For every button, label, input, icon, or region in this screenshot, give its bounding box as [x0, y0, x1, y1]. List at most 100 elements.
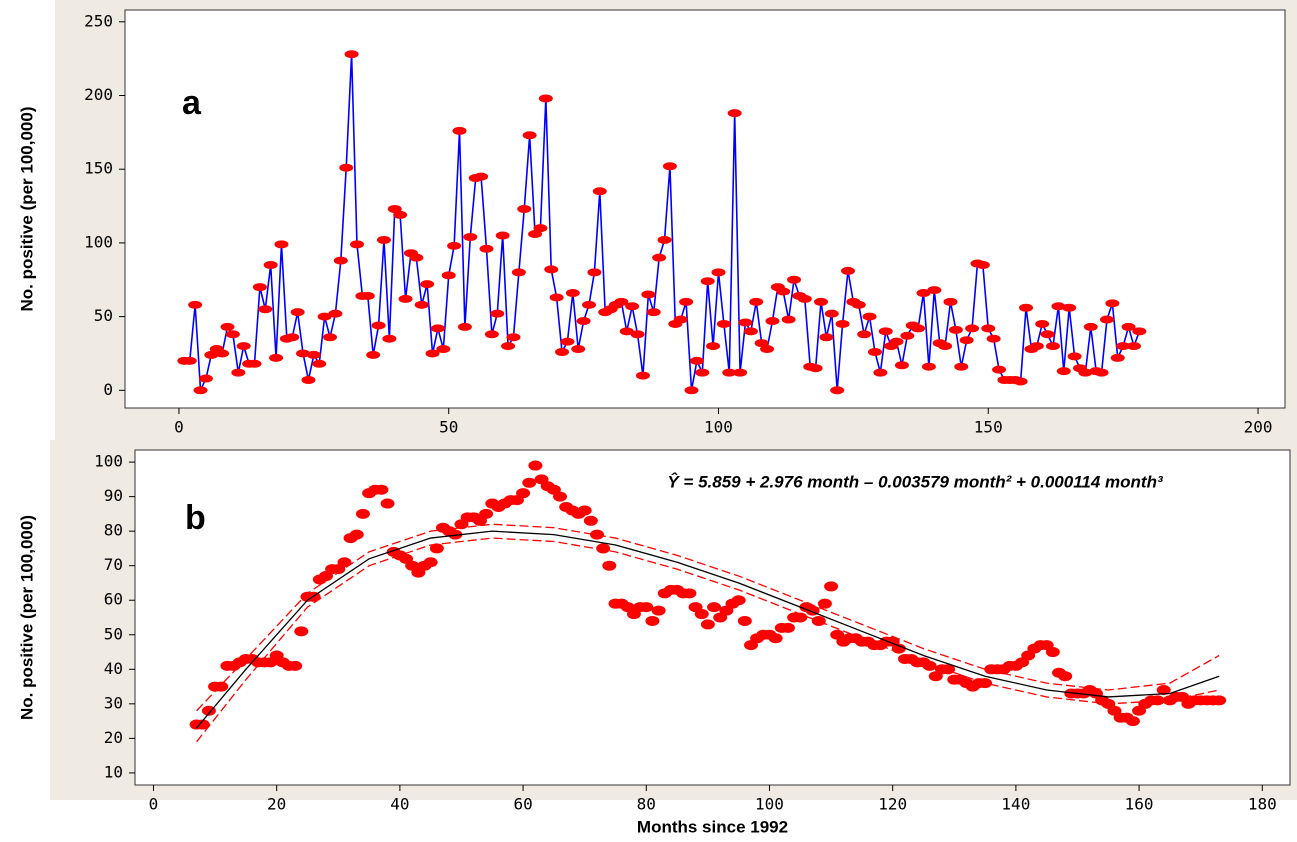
x-tick-label: 20 — [267, 795, 286, 814]
data-point — [1132, 327, 1147, 336]
data-point — [430, 324, 445, 333]
data-point — [711, 268, 726, 277]
data-point — [506, 333, 521, 342]
data-point — [1110, 353, 1125, 362]
data-point — [645, 615, 660, 626]
data-point — [1046, 342, 1060, 351]
data-point — [754, 339, 769, 348]
data-point — [328, 309, 343, 318]
data-point — [258, 305, 273, 314]
data-point — [1125, 716, 1140, 727]
data-point — [1040, 330, 1055, 339]
data-point — [652, 253, 667, 262]
confidence-band — [196, 523, 1220, 712]
data-point — [333, 256, 348, 265]
data-point — [350, 240, 364, 249]
data-point — [811, 615, 826, 626]
data-point — [448, 529, 463, 540]
y-tick-label: 50 — [94, 306, 113, 325]
y-tick-label: 90 — [104, 486, 123, 505]
data-point — [814, 297, 828, 306]
y-tick-label: 20 — [104, 728, 123, 747]
data-point — [927, 286, 942, 295]
data-point — [583, 515, 598, 526]
y-tick-label: 200 — [84, 85, 113, 104]
x-tick-label: 160 — [1125, 795, 1154, 814]
x-tick-label: 200 — [1244, 418, 1273, 437]
data-point — [948, 325, 963, 334]
data-point — [1094, 368, 1109, 377]
data-point — [549, 293, 564, 302]
data-point — [204, 350, 219, 359]
data-point — [733, 368, 748, 377]
data-point — [360, 291, 375, 300]
data-point — [436, 345, 451, 354]
data-point — [694, 609, 709, 620]
data-point — [824, 309, 839, 318]
data-point — [182, 356, 197, 365]
data-point — [700, 619, 715, 630]
x-tick-label: 0 — [149, 795, 159, 814]
data-point — [1121, 322, 1136, 331]
x-tick-label: 180 — [1248, 795, 1277, 814]
data-point — [765, 317, 780, 326]
data-point — [707, 602, 722, 613]
data-point — [651, 605, 666, 616]
data-point — [501, 342, 516, 351]
data-point — [819, 333, 834, 342]
data-point — [225, 330, 240, 339]
data-point — [247, 359, 262, 368]
data-point — [824, 581, 839, 592]
data-point — [274, 240, 289, 249]
data-point — [294, 626, 309, 637]
data-point — [689, 356, 704, 365]
data-point — [301, 375, 316, 384]
data-point — [380, 498, 395, 509]
data-point — [1078, 368, 1093, 377]
data-point — [894, 361, 909, 370]
data-point — [236, 342, 251, 351]
x-tick-label: 40 — [390, 795, 409, 814]
data-point — [285, 333, 300, 342]
data-point — [641, 290, 656, 299]
data-point — [423, 557, 438, 568]
y-tick-label: 70 — [104, 555, 123, 574]
x-tick-label: 140 — [1001, 795, 1030, 814]
data-point — [992, 365, 1007, 374]
data-point — [862, 312, 877, 321]
data-point — [679, 297, 694, 306]
data-point — [398, 294, 413, 303]
data-point — [553, 491, 568, 502]
data-point — [830, 386, 845, 395]
data-point — [921, 362, 936, 371]
data-point — [382, 334, 397, 343]
data-point — [700, 277, 715, 286]
data-point — [602, 560, 617, 571]
data-point — [975, 261, 990, 270]
data-point — [387, 205, 402, 213]
data-point — [878, 327, 893, 336]
data-point — [296, 349, 311, 358]
data-point — [900, 331, 915, 340]
data-point — [851, 300, 866, 309]
data-point — [981, 324, 996, 333]
data-point — [484, 330, 499, 339]
data-point — [808, 364, 823, 373]
data-point — [337, 557, 352, 568]
y-tick-label: 80 — [104, 521, 123, 540]
data-point — [560, 337, 575, 346]
plot-area — [124, 9, 1286, 409]
data-point — [682, 588, 697, 599]
data-point — [306, 350, 321, 359]
data-point — [1058, 671, 1073, 682]
y-tick-label: 40 — [104, 659, 123, 678]
data-point — [776, 287, 791, 296]
data-point — [780, 622, 795, 633]
y-axis-label: No. positive (per 100,000) — [17, 515, 36, 720]
data-point — [840, 266, 855, 275]
data-point — [447, 241, 462, 250]
data-point — [376, 235, 391, 244]
data-point — [263, 261, 278, 270]
data-point — [528, 460, 543, 471]
